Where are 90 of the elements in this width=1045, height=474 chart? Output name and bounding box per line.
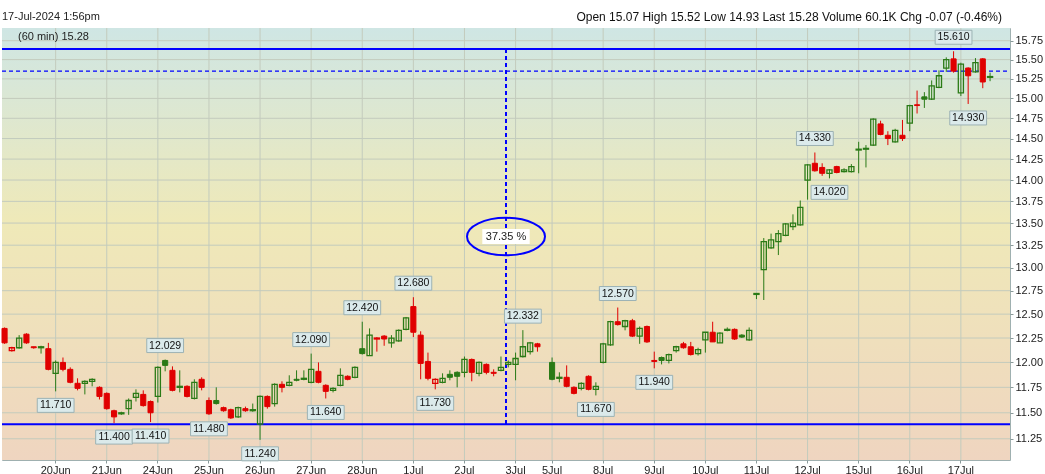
x-tick-label: 27Jun (296, 463, 327, 474)
y-tick-label: 12.75 (1015, 284, 1044, 297)
x-tick-label: 10Jul (692, 463, 719, 474)
annotation: 12.332 (506, 309, 540, 322)
candlestick (957, 62, 965, 97)
y-tick-label: 15.00 (1015, 91, 1044, 104)
candlestick (621, 319, 629, 331)
x-tick-label: 11Jul (743, 463, 770, 474)
annotation: 12.090 (295, 332, 328, 345)
annotation: 12.570 (601, 286, 634, 299)
candlestick (804, 163, 811, 201)
x-tick-label: 3Jul (505, 463, 526, 474)
x-tick-label: 5Jul (541, 463, 563, 474)
candlestick (271, 382, 278, 408)
y-tick-label: 14.75 (1015, 111, 1044, 124)
x-tick-label: 2Jul (454, 463, 475, 474)
y-tick-label: 12.00 (1015, 355, 1044, 368)
x-tick-label: 8Jul (593, 463, 614, 474)
x-tick-label: 1Jul (403, 463, 424, 474)
chart-subtitle: 17-Jul-2024 1:56pm (2, 10, 100, 22)
annotation: 11.640 (310, 405, 342, 418)
candlestick (965, 66, 972, 105)
x-tick-label: 15Jul (845, 463, 872, 474)
y-tick-label: 11.75 (1015, 380, 1043, 393)
y-tick-label: 11.25 (1015, 432, 1043, 445)
x-tick-label: 21Jun (91, 463, 122, 474)
y-tick-label: 15.75 (1015, 34, 1044, 47)
annotation: 12.420 (346, 300, 379, 313)
candlestick (709, 321, 716, 343)
y-tick-label: 14.00 (1015, 173, 1044, 186)
y-tick-label: 11.50 (1015, 406, 1043, 419)
y-tick-label: 13.00 (1015, 261, 1044, 274)
candlestick (702, 331, 709, 354)
candlestick (884, 130, 891, 146)
y-tick-label: 15.25 (1015, 72, 1044, 85)
annotation: 11.410 (134, 429, 167, 442)
candlestick (402, 316, 410, 331)
candlestick (154, 365, 162, 404)
candlestick (52, 359, 59, 392)
candlestick (899, 119, 906, 142)
candlestick (870, 117, 877, 147)
candlestick (914, 90, 921, 115)
annotation: 14.020 (813, 185, 846, 198)
annotation: 11.730 (419, 396, 452, 409)
candlestick (614, 307, 621, 327)
candlestick (716, 331, 724, 344)
candlestick (694, 347, 702, 357)
annotation: 11.940 (638, 375, 671, 388)
candlestick (906, 104, 913, 132)
annotation: 15.610 (937, 30, 970, 43)
annotation: 11.710 (39, 398, 72, 411)
annotation: 37.35 % (485, 229, 527, 242)
x-tick-label: 25Jun (193, 463, 224, 474)
candlestick (351, 365, 359, 379)
annotation: 11.670 (580, 402, 612, 415)
x-tick-label: 28Jun (347, 463, 378, 474)
y-tick-label: 13.75 (1015, 194, 1044, 207)
candlestick (132, 388, 140, 403)
annotation: 14.330 (798, 131, 832, 144)
x-tick-label: 9Jul (644, 463, 665, 474)
candlestick (979, 57, 986, 89)
annotation: 11.480 (193, 421, 225, 434)
x-tick-label: 24Jun (142, 463, 173, 474)
candlestick (191, 378, 198, 400)
y-tick-label: 12.25 (1015, 331, 1044, 344)
annotation: 12.029 (149, 338, 182, 351)
annotation: 11.400 (98, 430, 130, 443)
text: (60 min) 15.28 (18, 30, 89, 42)
x-tick-label: 12Jul (794, 463, 821, 474)
y-tick-label: 15.50 (1015, 53, 1044, 66)
candlestick (125, 397, 132, 416)
x-tick-label: 26Jun (245, 463, 276, 474)
candlestick (475, 360, 483, 377)
y-tick-label: 14.50 (1015, 132, 1044, 145)
candlestick (468, 357, 475, 382)
y-tick-label: 13.50 (1015, 216, 1044, 229)
annotation: 14.930 (952, 110, 985, 123)
annotation: 12.680 (397, 276, 430, 289)
x-tick-label: 17Jul (947, 463, 975, 474)
candlestick (950, 50, 957, 74)
candlestick (278, 380, 286, 393)
y-tick-label: 14.25 (1015, 152, 1044, 165)
candlestick (45, 342, 52, 371)
candlestick (169, 365, 176, 392)
text: Open 15.07 High 15.52 Low 14.93 Last 15.28 Volume 60.1K Chg -0.07 (-0.46%) (576, 10, 1002, 24)
x-tick-label: 20Jun (40, 463, 71, 474)
x-tick-label: 16Jul (896, 463, 923, 474)
y-tick-label: 12.50 (1015, 307, 1044, 320)
y-tick-label: 13.25 (1015, 238, 1044, 251)
annotation: 11.240 (244, 446, 276, 459)
